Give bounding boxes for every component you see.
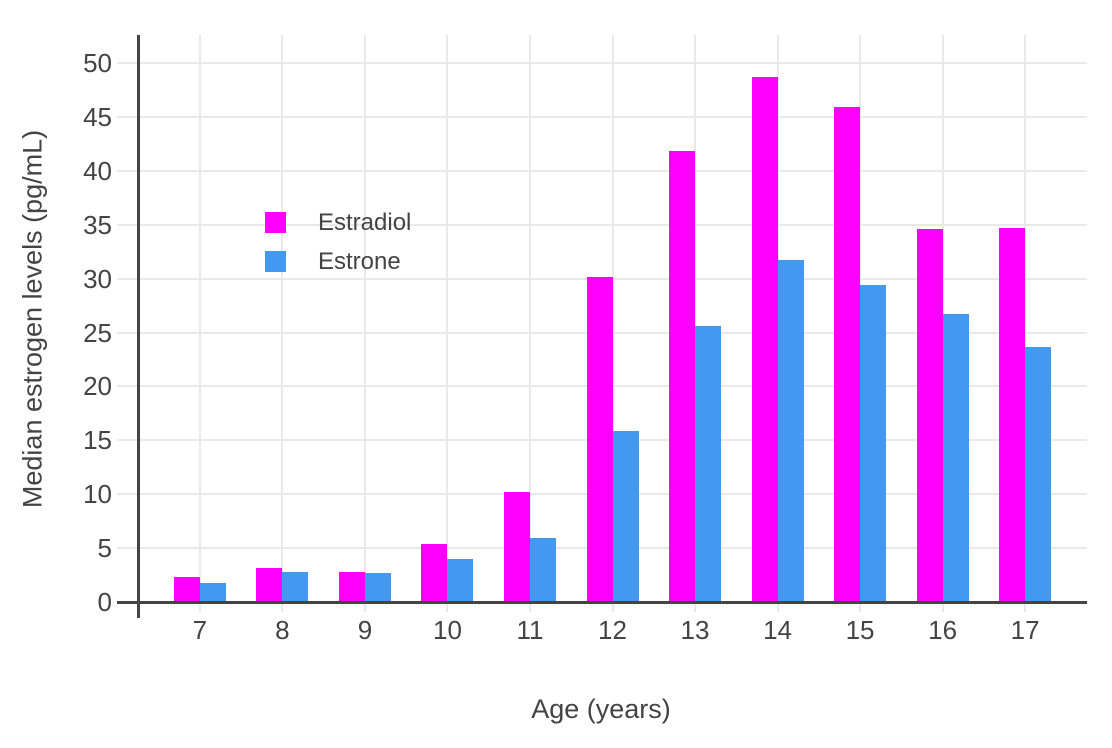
y-tick-label-25: 25 <box>83 317 112 348</box>
y-gridline-45 <box>117 115 1087 118</box>
x-gridline-17 <box>1024 35 1027 612</box>
x-tick-label-11: 11 <box>516 615 544 645</box>
bar-estrone-age-14[interactable] <box>777 260 804 601</box>
x-gridline-8 <box>281 35 284 612</box>
bar-estradiol-age-14[interactable] <box>751 77 778 601</box>
x-axis-line <box>117 601 1087 604</box>
legend: Estradiol Estrone <box>265 209 411 290</box>
x-tick-label-13: 13 <box>680 615 710 645</box>
bar-estrone-age-13[interactable] <box>695 326 722 601</box>
bar-estrone-age-11[interactable] <box>529 538 556 601</box>
x-tick-label-14: 14 <box>763 615 792 645</box>
x-gridline-11 <box>528 35 531 612</box>
bar-estradiol-age-15[interactable] <box>834 107 861 601</box>
y-tick-label-45: 45 <box>83 101 112 132</box>
bar-estrone-age-15[interactable] <box>860 285 887 601</box>
y-tick-label-15: 15 <box>83 425 112 456</box>
x-gridline-9 <box>363 35 366 612</box>
x-axis-title: Age (years) <box>531 694 671 724</box>
x-gridline-10 <box>446 35 449 612</box>
x-gridline-13 <box>694 35 697 612</box>
legend-item-estrone[interactable]: Estrone <box>265 248 411 275</box>
bar-estrone-age-17[interactable] <box>1025 346 1052 601</box>
bar-estrone-age-9[interactable] <box>364 572 391 601</box>
bar-estradiol-age-10[interactable] <box>421 543 448 601</box>
x-tick-label-9: 9 <box>357 615 373 645</box>
bar-estradiol-age-13[interactable] <box>669 151 696 601</box>
y-tick-label-5: 5 <box>97 533 112 564</box>
bar-estrone-age-12[interactable] <box>612 430 639 601</box>
bar-estradiol-age-9[interactable] <box>338 571 365 601</box>
x-gridline-12 <box>611 35 614 612</box>
y-tick-label-30: 30 <box>83 263 112 294</box>
legend-label-estradiol: Estradiol <box>318 208 412 236</box>
bar-estradiol-age-16[interactable] <box>916 229 943 601</box>
y-gridline-35 <box>117 223 1087 226</box>
y-gridline-50 <box>117 62 1087 65</box>
y-tick-label-20: 20 <box>83 371 112 402</box>
x-tick-label-7: 7 <box>192 615 208 645</box>
bar-estradiol-age-8[interactable] <box>256 567 283 601</box>
legend-swatch-estrone-icon <box>265 251 286 272</box>
y-gridline-40 <box>117 169 1087 172</box>
bar-estrone-age-7[interactable] <box>199 582 226 601</box>
y-tick-label-40: 40 <box>83 155 112 186</box>
bar-estradiol-age-17[interactable] <box>999 228 1026 601</box>
y-tick-label-50: 50 <box>83 48 112 79</box>
x-gridline-7 <box>198 35 201 612</box>
x-tick-label-12: 12 <box>598 615 627 645</box>
x-tick-label-16: 16 <box>928 615 958 645</box>
y-tick-label-0: 0 <box>97 587 112 617</box>
y-tick-label-10: 10 <box>83 479 112 510</box>
y-axis-line <box>137 35 140 618</box>
bar-estrone-age-8[interactable] <box>282 571 309 601</box>
bar-estradiol-age-12[interactable] <box>586 276 613 601</box>
y-axis-title: Median estrogen levels (pg/mL) <box>17 129 48 509</box>
x-tick-label-17: 17 <box>1010 615 1040 645</box>
legend-swatch-estradiol-icon <box>265 212 286 233</box>
x-tick-label-10: 10 <box>432 615 462 645</box>
bar-estradiol-age-11[interactable] <box>503 492 530 601</box>
x-tick-label-8: 8 <box>275 615 290 645</box>
y-tick-label-35: 35 <box>83 209 112 240</box>
bar-estrone-age-10[interactable] <box>447 558 474 601</box>
bar-estradiol-age-7[interactable] <box>173 577 200 601</box>
legend-item-estradiol[interactable]: Estradiol <box>265 209 411 236</box>
x-tick-label-15: 15 <box>845 615 875 645</box>
legend-label-estrone: Estrone <box>318 247 401 275</box>
bar-estrone-age-16[interactable] <box>942 314 969 601</box>
